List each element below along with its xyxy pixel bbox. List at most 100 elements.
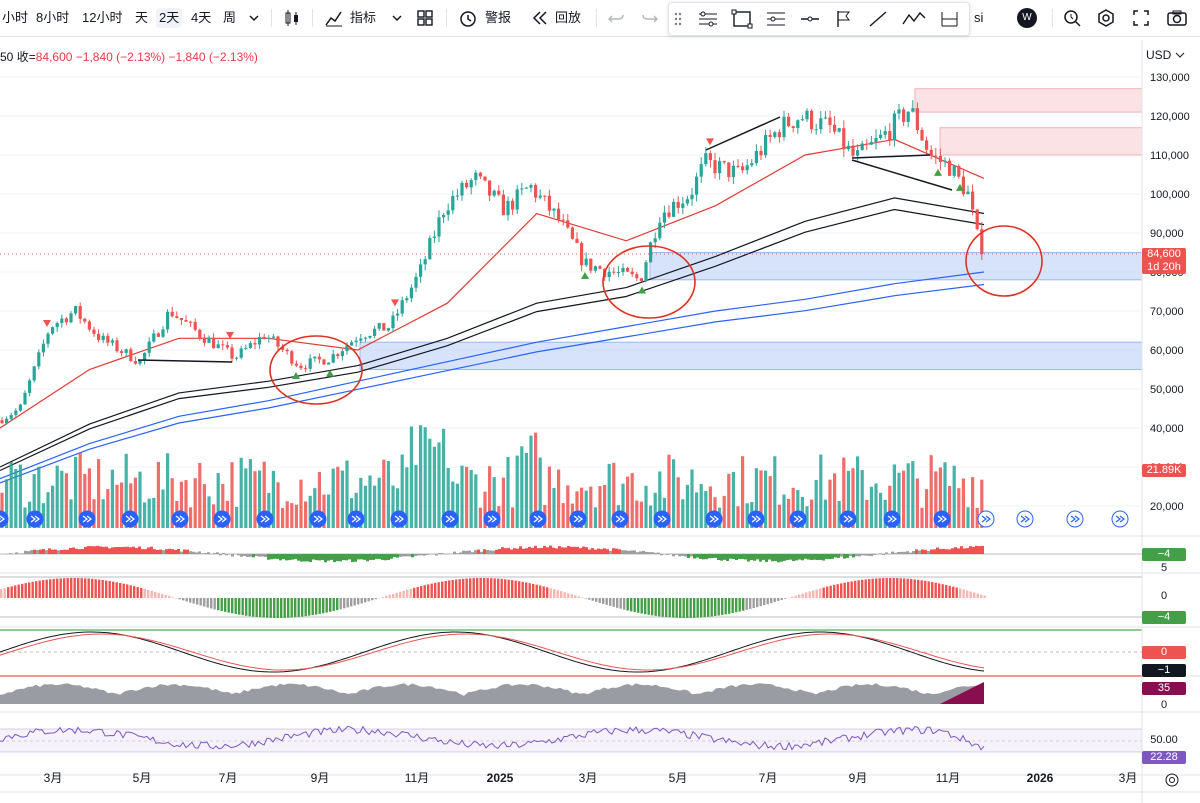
camera-icon[interactable]	[1166, 8, 1188, 28]
osc2-bar	[903, 578, 906, 598]
volume-bar	[727, 473, 731, 528]
horizontal-line-icon[interactable]	[799, 9, 821, 29]
rectangle-icon[interactable]	[731, 9, 753, 29]
volume-bar	[649, 505, 653, 528]
undo-icon[interactable]	[606, 8, 626, 28]
redo-icon[interactable]	[640, 8, 660, 28]
settings-icon[interactable]	[1096, 8, 1116, 28]
volume-bar	[488, 466, 492, 528]
osc2-bar	[955, 587, 958, 598]
chevron-down-icon[interactable]	[247, 8, 261, 28]
search-icon[interactable]	[1062, 8, 1082, 28]
interval-week[interactable]: 周	[223, 10, 237, 25]
osc1-bar	[849, 554, 852, 557]
interval-hour[interactable]: 小时	[2, 10, 29, 25]
osc2-bar	[444, 580, 447, 598]
line-icon[interactable]	[867, 9, 889, 29]
trend-lines-icon[interactable]	[697, 9, 719, 29]
osc1-bar	[288, 554, 291, 561]
osc2-bar	[73, 578, 76, 598]
settings-gear-icon	[1165, 773, 1179, 787]
osc2-bar	[367, 598, 370, 602]
volume-bar	[612, 462, 616, 528]
replay-button[interactable]: 回放	[555, 10, 582, 25]
fast-forward-icon	[937, 515, 947, 523]
osc1-bar	[603, 548, 606, 554]
fast-forward-icon	[657, 515, 667, 523]
osc2-bar	[119, 582, 122, 598]
chevron-down-icon[interactable]	[390, 8, 404, 28]
symbol-search-partial[interactable]: si	[974, 10, 984, 25]
osc1-bar	[576, 546, 579, 554]
osc1-bar	[87, 545, 90, 554]
interval-12h[interactable]: 12小时	[82, 10, 123, 25]
rsi-line	[0, 725, 985, 751]
osc1-bar	[855, 554, 858, 557]
grip-icon[interactable]	[673, 11, 683, 27]
measure-icon[interactable]	[939, 9, 963, 29]
alert-icon[interactable]	[458, 8, 478, 28]
volume-bar	[603, 485, 607, 528]
osc2-bar	[486, 578, 489, 598]
osc1-bar	[609, 550, 612, 554]
candle	[497, 190, 501, 195]
path-icon[interactable]	[901, 9, 927, 29]
candles-icon[interactable]	[282, 8, 302, 28]
osc1-bar	[726, 554, 729, 561]
alert-button[interactable]: 警报	[485, 10, 512, 25]
osc1-bar	[843, 554, 846, 559]
volume-bar	[198, 462, 202, 528]
osc2-bar	[350, 598, 353, 607]
avatar[interactable]: W	[1017, 8, 1037, 28]
volume-bar	[32, 474, 36, 528]
osc1-bar	[492, 550, 495, 554]
volume-bar	[336, 466, 340, 528]
osc1-bar	[657, 552, 660, 554]
fullscreen-icon[interactable]	[1131, 8, 1151, 28]
osc2-bar	[686, 598, 689, 618]
osc2-bar	[507, 579, 510, 598]
indicators-icon[interactable]	[324, 8, 344, 28]
volume-bar	[60, 470, 64, 528]
osc1-bar	[588, 549, 591, 554]
chart-area[interactable]: 130,000120,000110,000100,00090,00080,000…	[0, 40, 1200, 803]
volume-bar	[451, 481, 455, 528]
osc2-bar	[829, 585, 832, 598]
osc1-bar	[417, 554, 420, 556]
ma-short-line	[0, 138, 985, 429]
candle	[198, 329, 202, 338]
interval-4d[interactable]: 4天	[191, 10, 212, 25]
osc1-bar	[33, 549, 36, 554]
osc1-bar	[582, 546, 585, 554]
volume-bar	[428, 438, 432, 528]
osc2-bar	[637, 598, 640, 613]
osc1-bar	[252, 554, 255, 558]
osc2-bar	[696, 598, 699, 618]
layout-icon[interactable]	[415, 8, 435, 28]
osc2-bar	[672, 598, 675, 618]
osc1-bar	[921, 549, 924, 554]
currency-selector[interactable]: USD	[1146, 48, 1185, 62]
volume-bar	[639, 501, 643, 528]
osc2-bar	[616, 598, 619, 608]
indicators-button[interactable]: 指标	[350, 10, 377, 25]
osc2-bar	[140, 587, 143, 598]
fib-icon[interactable]	[765, 9, 787, 29]
interval-day[interactable]: 天	[135, 10, 149, 25]
volume-value-tag: 21.89K	[1142, 464, 1186, 477]
interval-2d[interactable]: 2天	[156, 8, 183, 28]
flag-icon[interactable]	[833, 9, 855, 29]
candle	[681, 203, 685, 208]
osc1-bar	[723, 554, 726, 560]
volume-bar	[469, 469, 473, 528]
osc1-bar	[762, 554, 765, 560]
volume-bar	[327, 494, 331, 528]
interval-8h[interactable]: 8小时	[36, 10, 70, 25]
replay-icon[interactable]	[530, 8, 550, 28]
osc2-bar	[220, 598, 223, 612]
volume-bar	[626, 476, 630, 528]
osc2-bar	[87, 578, 90, 598]
osc1-bar	[432, 554, 435, 555]
candle	[138, 360, 142, 364]
osc2-bar	[423, 585, 426, 598]
